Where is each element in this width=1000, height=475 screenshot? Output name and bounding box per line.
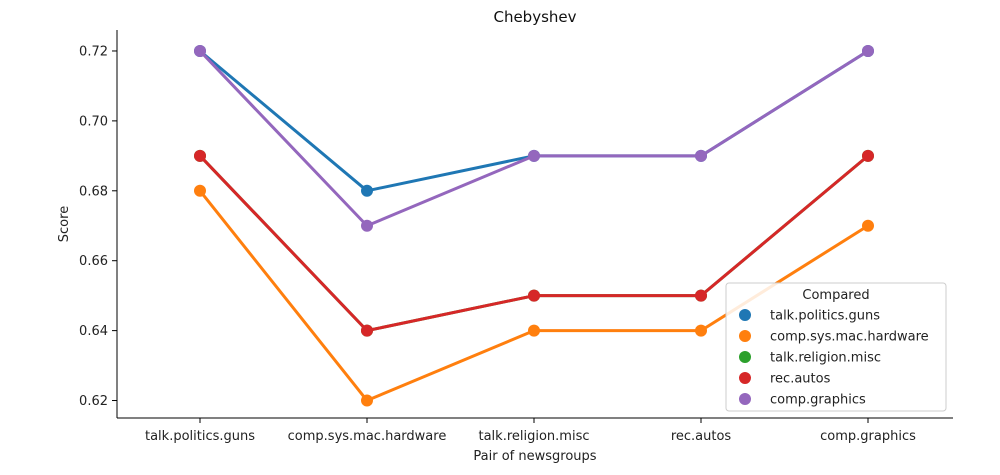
data-point [862,44,874,57]
series-talk-politics-guns [194,44,874,197]
y-tick-label: 0.68 [79,184,108,199]
legend-entry-label: comp.graphics [770,393,866,408]
legend-entry-label: talk.religion.misc [770,351,881,366]
legend: Compared talk.politics.guns comp.sys.mac.… [725,282,947,412]
series-comp-graphics [194,44,874,232]
data-point [194,184,206,197]
data-point [695,149,707,162]
series-rec-autos [194,149,874,337]
data-point [194,149,206,162]
x-tick-label: rec.autos [671,429,732,444]
data-point [361,219,373,232]
legend-marker [739,372,751,384]
data-point [528,289,540,302]
legend-marker [739,393,751,405]
data-point [528,324,540,337]
data-point [194,44,206,57]
x-tick-label: comp.graphics [820,429,916,444]
data-point [695,289,707,302]
y-tick-label: 0.64 [79,324,108,339]
y-tick-label: 0.62 [79,394,108,409]
data-point [862,149,874,162]
legend-marker [739,351,751,363]
legend-entry-label: comp.sys.mac.hardware [770,330,929,345]
y-tick-label: 0.70 [79,114,108,129]
legend-marker [739,309,751,321]
chart-title: Chebyshev [493,8,576,26]
x-axis-label: Pair of newsgroups [473,449,596,464]
x-axis-ticks: talk.politics.guns comp.sys.mac.hardware t… [145,418,916,444]
legend-marker [739,330,751,342]
y-tick-label: 0.66 [79,254,108,269]
legend-title: Compared [802,288,869,303]
x-tick-label: talk.politics.guns [145,429,255,444]
x-tick-label: talk.religion.misc [478,429,589,444]
y-axis-ticks: 0.62 0.64 0.66 0.68 0.70 0.72 [79,44,117,409]
x-tick-label: comp.sys.mac.hardware [288,429,447,444]
legend-box [725,282,947,412]
data-point [361,184,373,197]
y-axis-label: Score [57,206,72,242]
y-tick-label: 0.72 [79,44,108,59]
series-line [199,49,869,193]
data-point [361,324,373,337]
legend-entry-label: rec.autos [770,372,831,387]
data-point [361,394,373,407]
data-point [862,219,874,232]
data-point [695,324,707,337]
data-point [528,149,540,162]
legend-entry-label: talk.politics.guns [770,309,880,324]
series-line [198,49,869,228]
